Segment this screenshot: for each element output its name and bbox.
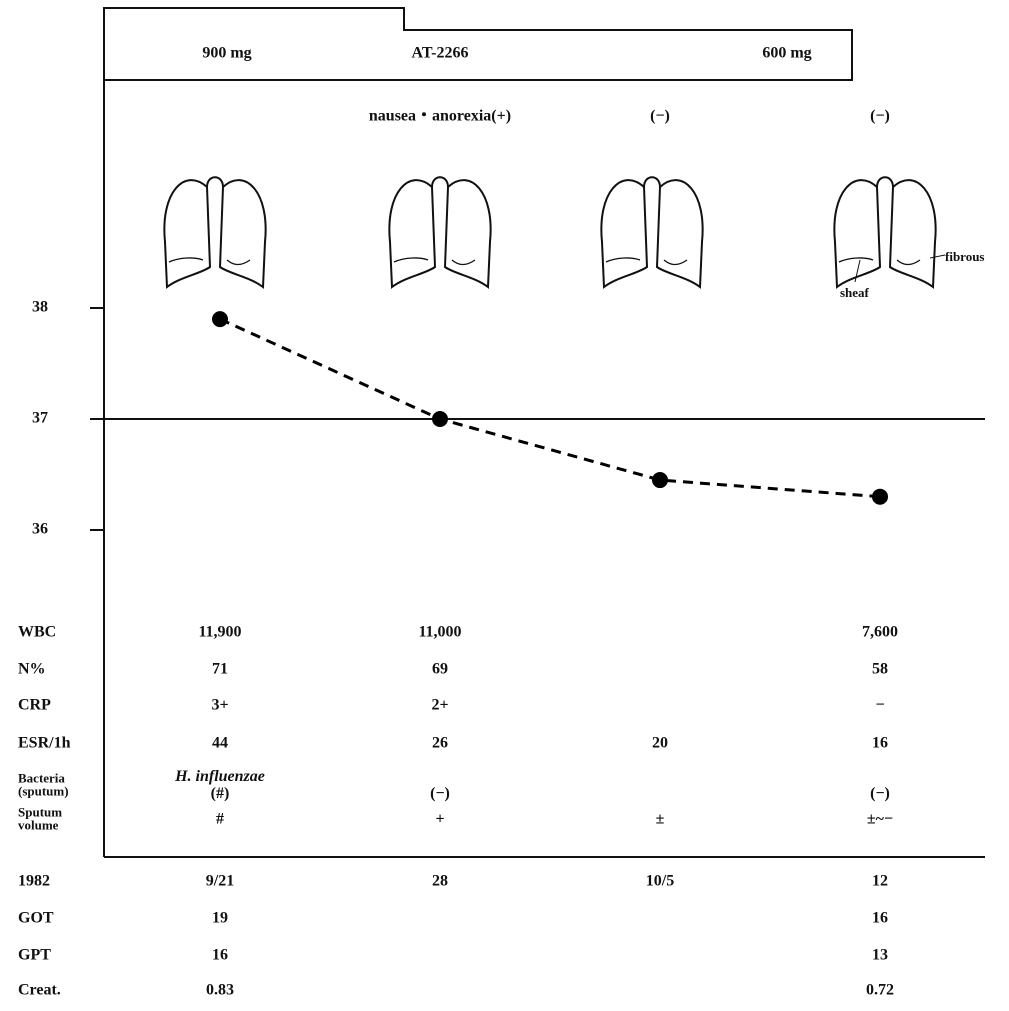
x-tick-label: 10/5 (646, 873, 674, 890)
table-cell: H. influenzae (174, 768, 265, 785)
x-tick-label: 9/21 (206, 873, 234, 890)
table-cell: 20 (652, 735, 668, 752)
side-effect: (−) (870, 108, 890, 125)
lung-sketch (389, 177, 490, 287)
x-tick-label: 28 (432, 873, 448, 890)
table-cell: 3+ (211, 697, 228, 714)
side-effect: nausea・anorexia(+) (369, 108, 511, 125)
table-cell: ±~− (867, 811, 893, 828)
row-label: ESR/1h (18, 735, 71, 752)
table-cell: 11,000 (418, 624, 461, 641)
y-tick-label: 38 (32, 299, 48, 316)
table-cell: 16 (872, 910, 888, 927)
annotation-pointer (930, 255, 945, 258)
temperature-line (220, 319, 880, 497)
x-axis-label: 1982 (18, 873, 50, 890)
annotation: sheaf (840, 285, 870, 300)
x-tick-label: 12 (872, 873, 888, 890)
chart: 900 mg AT-2266 600 mg fibrous sheaf 1982… (0, 0, 1009, 1006)
y-tick-label: 37 (32, 410, 48, 427)
table-cell: (−) (870, 785, 890, 802)
row-label: GOT (18, 910, 54, 927)
lung-sketch (164, 177, 265, 287)
table-cell: − (875, 697, 884, 714)
table-cell: 44 (212, 735, 228, 752)
temperature-point (432, 411, 448, 427)
row-label: (sputum) (18, 783, 69, 798)
table-cell: 13 (872, 947, 888, 964)
row-label: WBC (18, 624, 56, 641)
table-cell: 26 (432, 735, 448, 752)
row-label: CRP (18, 697, 51, 714)
table-cell: 11,900 (198, 624, 241, 641)
temperature-point (652, 472, 668, 488)
table-cell: (#) (211, 785, 230, 802)
y-tick-label: 36 (32, 521, 48, 538)
dose-right: 600 mg (762, 45, 811, 62)
annotation-pointer (855, 260, 860, 282)
table-cell: ± (656, 811, 665, 828)
table-cell: 58 (872, 661, 888, 678)
row-label: Creat. (18, 982, 61, 999)
temperature-point (872, 489, 888, 505)
table-cell: 2+ (431, 697, 448, 714)
table-cell: 7,600 (862, 624, 898, 641)
row-label: volume (18, 817, 59, 832)
table-cell: 71 (212, 661, 228, 678)
row-label: N% (18, 661, 46, 678)
side-effect: (−) (650, 108, 670, 125)
table-cell: 19 (212, 910, 228, 927)
drug-name: AT-2266 (412, 45, 469, 62)
temperature-point (212, 311, 228, 327)
table-cell: # (216, 811, 224, 828)
table-cell: 16 (872, 735, 888, 752)
lung-sketch (834, 177, 935, 287)
table-cell: (−) (430, 785, 450, 802)
table-cell: 69 (432, 661, 448, 678)
annotation: fibrous (945, 249, 985, 264)
table-cell: 0.83 (206, 982, 234, 999)
table-cell: 0.72 (866, 982, 894, 999)
row-label: GPT (18, 947, 51, 964)
table-cell: 16 (212, 947, 228, 964)
lung-sketch (601, 177, 702, 287)
dose-left: 900 mg (202, 45, 251, 62)
table-cell: + (435, 811, 444, 828)
